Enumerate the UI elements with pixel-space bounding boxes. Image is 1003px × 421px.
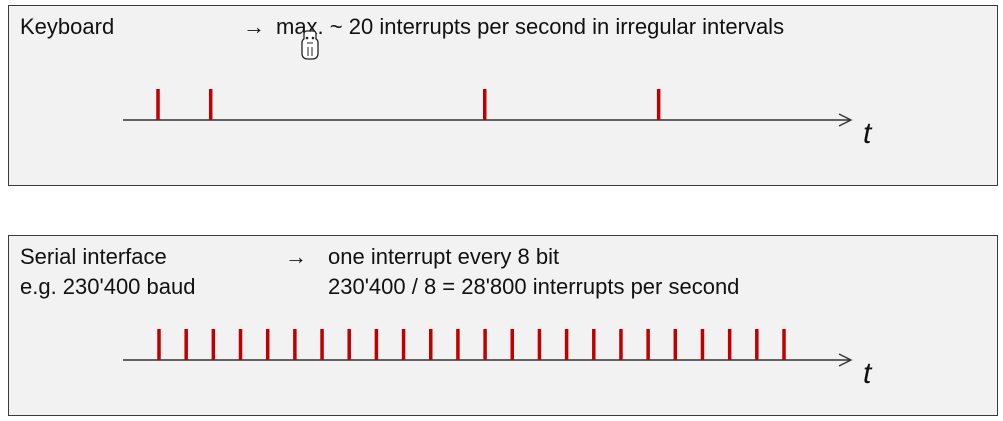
keyboard-timeline: t bbox=[123, 89, 873, 150]
keyboard-arrow-icon: → bbox=[243, 14, 265, 39]
serial-timeline: t bbox=[123, 329, 873, 390]
serial-panel: Serial interface e.g. 230'400 baud → one… bbox=[8, 235, 998, 416]
serial-line1: one interrupt every 8 bit bbox=[328, 244, 560, 269]
serial-line2: 230'400 / 8 = 28'800 interrupts per seco… bbox=[328, 274, 740, 299]
serial-baud: e.g. 230'400 baud bbox=[20, 274, 196, 299]
keyboard-panel: Keyboard → max. ~ 20 interrupts per seco… bbox=[8, 5, 998, 186]
axis-arrowhead-icon bbox=[838, 113, 853, 127]
grab-cursor-icon bbox=[301, 30, 319, 60]
serial-title: Serial interface bbox=[20, 244, 167, 269]
serial-arrow-icon: → bbox=[285, 244, 307, 269]
t-axis-label: t bbox=[863, 117, 873, 150]
axis-arrowhead-icon bbox=[838, 353, 853, 367]
t-axis-label: t bbox=[863, 357, 873, 390]
keyboard-description: max. ~ 20 interrupts per second in irreg… bbox=[276, 14, 785, 39]
keyboard-title: Keyboard bbox=[20, 14, 115, 39]
